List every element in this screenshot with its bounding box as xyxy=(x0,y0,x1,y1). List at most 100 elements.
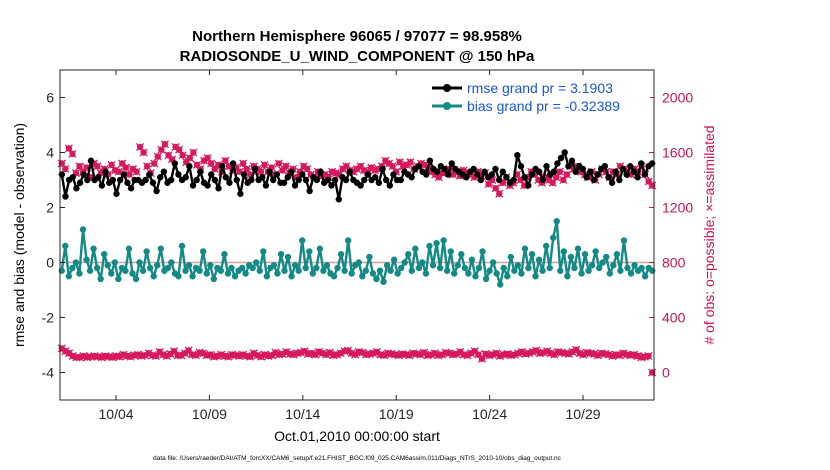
rmse-point xyxy=(543,163,550,170)
bias-point xyxy=(224,270,232,277)
bias-point xyxy=(316,245,324,252)
rmse-point xyxy=(222,174,230,181)
rmse-point xyxy=(536,168,543,175)
bias-point xyxy=(125,245,133,252)
rmse-point xyxy=(488,171,496,178)
obs-assimilated-cross xyxy=(157,145,166,154)
bias-point xyxy=(129,270,136,277)
bias-point xyxy=(560,248,568,255)
bias-point xyxy=(525,264,532,272)
bias-point xyxy=(458,251,465,258)
bias-point xyxy=(104,262,111,269)
rmse-point xyxy=(492,165,499,173)
bias-point xyxy=(217,267,225,274)
rmse-point xyxy=(208,171,215,178)
rmse-point xyxy=(229,160,237,167)
rmse-point xyxy=(379,165,386,173)
rmse-point xyxy=(218,163,226,170)
rmse-point xyxy=(441,165,448,173)
obs-assimilated-cross xyxy=(491,184,500,193)
bias-point xyxy=(606,270,614,277)
rmse-point xyxy=(299,171,306,178)
rmse-point xyxy=(342,176,350,184)
obs-assimilated-cross xyxy=(555,167,564,176)
bias-point xyxy=(295,267,302,274)
rmse-point xyxy=(612,168,619,175)
obs-assimilated-cross xyxy=(189,148,198,157)
rmse-point xyxy=(499,168,506,175)
bias-point xyxy=(496,281,504,288)
bias-point xyxy=(274,270,281,277)
y-right-tick-label: 2000 xyxy=(662,90,693,106)
obs-assimilated-cross xyxy=(160,140,169,149)
bias-point xyxy=(185,262,193,269)
bias-point xyxy=(344,237,352,244)
y-left-tick-label: 2 xyxy=(46,200,54,216)
bias-point xyxy=(493,270,500,277)
bias-point xyxy=(207,262,214,269)
rmse-point xyxy=(167,176,175,184)
bias-point xyxy=(281,267,288,274)
rmse-point xyxy=(590,176,598,184)
rmse-point xyxy=(127,185,135,192)
rmse-point xyxy=(386,182,393,189)
rmse-point xyxy=(528,171,536,178)
bias-point xyxy=(581,251,589,258)
bias-point xyxy=(136,259,143,266)
bias-point xyxy=(277,251,285,258)
rmse-point xyxy=(215,185,222,192)
bias-point xyxy=(451,270,458,277)
bias-point xyxy=(564,273,571,280)
rmse-point xyxy=(364,171,372,178)
bias-point xyxy=(588,262,596,269)
bias-point xyxy=(422,270,430,277)
rmse-point xyxy=(291,182,299,189)
rmse-point xyxy=(375,179,383,186)
bias-point xyxy=(486,267,493,274)
bias-point xyxy=(627,270,635,277)
y-left-tick-label: 6 xyxy=(46,90,54,106)
rmse-point xyxy=(84,176,91,184)
rmse-point xyxy=(251,165,259,173)
bias-point xyxy=(443,267,451,274)
bias-point xyxy=(298,237,306,244)
bias-point xyxy=(429,262,437,269)
legend-bias-marker xyxy=(443,102,451,110)
rmse-point xyxy=(346,168,353,175)
rmse-point xyxy=(517,163,525,170)
bias-point xyxy=(168,259,175,266)
rmse-point xyxy=(587,168,594,175)
bias-point xyxy=(238,264,246,272)
rmse-point xyxy=(313,176,321,184)
legend-bias-label: bias grand pr = -0.32389 xyxy=(467,98,620,114)
bias-point xyxy=(539,267,546,274)
bias-point xyxy=(242,270,249,277)
data-file-footer: data file: /Users/raeder/DAI/ATM_forcXX/… xyxy=(153,455,562,462)
y-right-tick-label: 1600 xyxy=(662,145,693,161)
rmse-point xyxy=(193,176,200,184)
obs-assimilated-cross xyxy=(121,163,130,172)
bias-point xyxy=(436,264,444,272)
obs-assimilated-cross xyxy=(93,162,102,171)
bias-point xyxy=(203,270,210,277)
obs-assimilated-cross xyxy=(107,160,116,169)
bias-point xyxy=(369,270,377,277)
bias-point xyxy=(330,273,338,280)
bias-point xyxy=(337,251,345,258)
rmse-point xyxy=(641,171,649,178)
obs-possible-series xyxy=(57,344,657,377)
bias-point xyxy=(440,237,447,244)
bias-point xyxy=(341,267,348,274)
rmse-point xyxy=(357,182,364,189)
bias-point xyxy=(631,262,638,269)
bias-point xyxy=(76,270,83,277)
bias-point xyxy=(97,275,104,283)
rmse-point xyxy=(477,176,485,184)
rmse-point xyxy=(572,168,579,175)
bias-point xyxy=(100,251,108,258)
bias-point xyxy=(366,253,373,261)
rmse-point xyxy=(302,176,310,184)
obs-assimilated-cross xyxy=(125,170,134,179)
bias-point xyxy=(613,251,621,258)
bias-point xyxy=(154,262,161,269)
